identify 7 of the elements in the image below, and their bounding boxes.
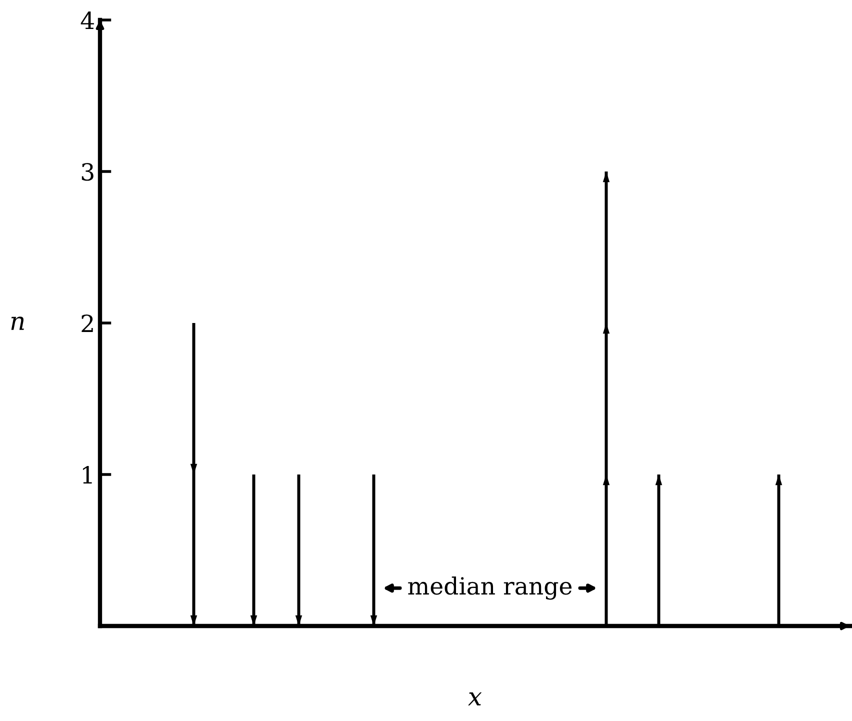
y-axis-title: n: [11, 316, 24, 330]
y-tick-label: 4: [80, 11, 94, 29]
annotation: median range: [408, 576, 572, 600]
y-tick-label: 2: [82, 314, 93, 332]
y-tick-label: 1: [83, 466, 92, 484]
x-axis-title: x: [468, 692, 482, 706]
y-tick-label: 3: [82, 162, 94, 181]
